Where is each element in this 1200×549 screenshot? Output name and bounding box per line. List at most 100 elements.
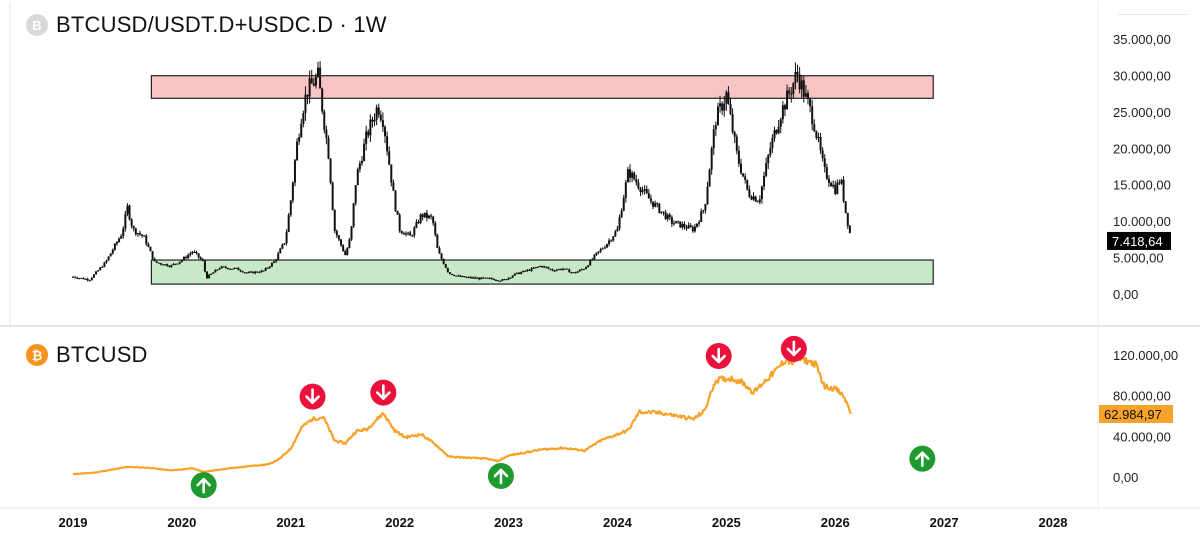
candle-body [821,150,824,159]
candle-body [704,204,707,211]
candle-body [733,132,736,137]
candle-body [162,264,165,266]
candle-body [451,273,454,275]
candle-body [568,269,571,273]
candle-body [191,251,194,254]
candle-body [97,270,100,272]
candle-body [187,254,190,258]
candle-body [465,277,468,279]
candle-body [538,266,541,268]
candle-body [402,233,405,235]
candle-body [331,182,334,211]
candle-body [494,280,497,282]
candle-body [302,113,305,124]
candle-body [796,71,799,75]
candle-body [576,271,579,273]
candle-body [394,190,397,211]
bottom-y-tick-label: 120.000,00 [1113,348,1178,363]
candle-body [838,182,841,184]
top-last-price-tag [1107,231,1171,250]
candle-body [478,277,481,280]
buy-arrow-marker [909,445,936,472]
candle-body [524,270,527,272]
candle-body [153,258,156,262]
candle-body [155,261,158,263]
top-y-tick-label: 25.000,00 [1113,105,1171,120]
candle-body [126,205,129,215]
symbol-logo-icon: B [26,14,48,36]
candle-body [779,119,782,127]
candle-body [120,235,123,239]
candle-body [585,267,588,270]
candle-body [74,276,77,278]
candle-body [319,67,322,89]
candle-body [610,240,613,242]
candle-body [400,231,403,234]
candle-body [679,221,682,228]
candle-body [817,137,820,139]
candle-body [614,231,617,237]
candle-body [719,103,722,107]
candle-body [455,275,458,277]
candle-body [570,272,573,274]
candle-body [656,203,659,205]
candle-body [306,94,309,97]
candle-body [746,179,749,190]
candle-body [130,219,133,227]
candle-body [469,276,472,279]
bottom-symbol-header[interactable]: ₿ BTCUSD [26,342,148,368]
candle-body [827,178,830,183]
candle-body [474,277,477,279]
x-tick-label: 2019 [59,515,88,530]
candle-body [687,225,690,229]
candle-body [448,272,451,274]
candle-body [281,244,284,249]
x-tick-label: 2022 [385,515,414,530]
candle-body [264,268,267,271]
candle-body [672,223,675,225]
candle-body [666,214,669,220]
candle-body [641,190,644,193]
top-y-tick-label: 20.000,00 [1113,141,1171,156]
top-y-tick-label: 5.000,00 [1113,251,1164,266]
candle-body [777,126,780,134]
top-chart-title: BTCUSD/USDT.D+USDC.D · 1W [56,12,387,37]
candle-body [488,278,491,280]
candle-body [176,263,179,265]
candle-body [128,205,131,220]
candle-body [482,277,485,279]
candle-body [398,214,401,232]
candle-body [149,246,152,252]
resistance-zone [150,75,934,99]
candle-body [325,129,328,138]
candle-body [635,179,638,183]
top-symbol-header[interactable]: B BTCUSD/USDT.D+USDC.D · 1W [26,12,387,38]
candle-body [708,169,711,187]
candle-body [710,148,713,170]
arrow-up-icon [493,468,509,485]
candle-body [226,268,229,270]
candle-body [139,233,142,235]
candle-body [254,271,257,274]
candle-body [170,265,173,267]
candle-body [580,269,583,271]
candle-body [273,261,276,263]
candle-body [649,198,652,202]
candle-body [689,225,692,227]
candle-body [798,74,801,90]
candle-body [629,169,632,178]
candle-body [541,266,544,268]
candle-body [515,272,518,274]
candle-body [84,278,87,280]
candle-body [503,279,506,281]
top-y-tick-label: 0,00 [1113,287,1138,302]
candle-body [147,244,150,247]
candle-body [210,273,213,275]
candle-body [268,266,271,268]
candle-body [105,260,108,263]
candle-body [551,269,554,271]
candle-body [819,137,822,151]
candle-body [392,182,395,191]
candle-body [771,138,774,149]
candle-body [505,279,508,281]
